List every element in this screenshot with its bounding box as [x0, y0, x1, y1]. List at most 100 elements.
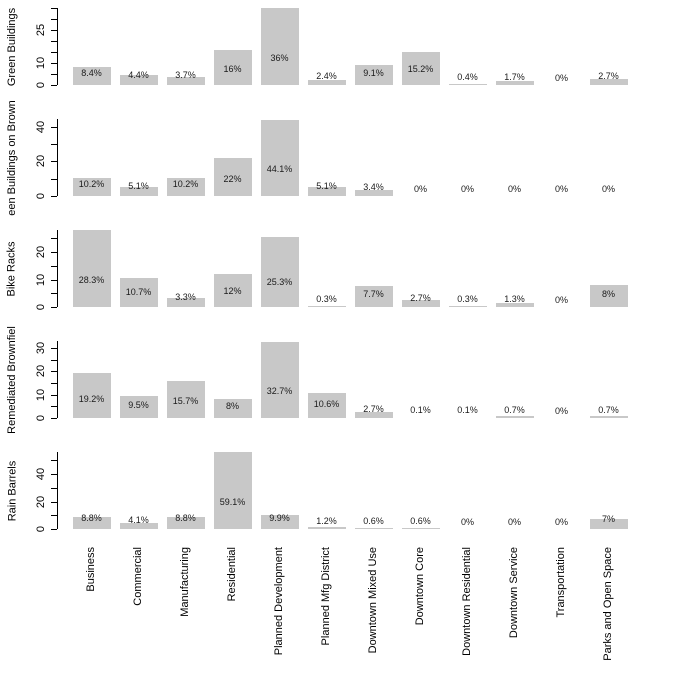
bar-value-label: 0.3%	[316, 294, 337, 305]
y-axis-tick	[51, 63, 57, 65]
bar	[72, 373, 111, 418]
bar-value-label: 10.2%	[172, 179, 199, 190]
x-category-label-text: Planned Mfg District	[320, 547, 332, 646]
bar	[307, 187, 346, 196]
bar	[307, 306, 346, 307]
bar-panel: 8.8% 4.1% 8.8% 59.1% 9.9% 1.2% 0.6% 0.6% 0% 0% 0% 7…	[0, 452, 679, 529]
panel-axis-layer: 0 20 40 Rain Barrels	[0, 452, 679, 532]
panel-axis-layer: 0 10 20 30 Remediated Brownfiel	[0, 326, 679, 433]
bar	[213, 157, 252, 196]
bar	[401, 51, 440, 85]
bar-value-label: 4.1%	[128, 515, 149, 526]
bar-value-label: 9.1%	[363, 67, 384, 78]
bar-value-label: 0%	[507, 183, 521, 194]
bar-value-label: 16%	[223, 63, 242, 74]
bar-value-label: 59.1%	[219, 497, 246, 508]
bar	[166, 178, 205, 196]
bar	[495, 81, 534, 85]
x-category-label-text: Manufacturing	[179, 547, 191, 617]
y-axis-tick	[51, 8, 57, 10]
bar-value-label: 19.2%	[78, 394, 105, 405]
bar-value-label: 2.7%	[410, 292, 431, 303]
bar	[260, 237, 299, 307]
bar-value-label: 10.7%	[125, 287, 152, 298]
bar-value-label: 9.9%	[269, 513, 290, 524]
bar	[354, 65, 393, 85]
bar-value-label: 8.8%	[81, 513, 102, 524]
bar	[589, 416, 628, 418]
bar	[448, 84, 487, 85]
y-axis-line	[57, 452, 58, 529]
bar	[495, 416, 534, 418]
bar-value-label: 2.4%	[316, 71, 337, 82]
bar	[307, 393, 346, 418]
bar	[213, 452, 252, 529]
bar-value-label: 0%	[554, 294, 568, 305]
bar	[166, 516, 205, 529]
bar	[260, 8, 299, 85]
bar	[260, 515, 299, 529]
bar-value-label: 28.3%	[78, 275, 105, 286]
x-category-label-text: Downtown Mixed Use	[367, 547, 379, 654]
bar	[166, 76, 205, 85]
x-category-label-text: Transportation	[555, 547, 567, 618]
y-axis-tick	[51, 474, 57, 475]
bar	[354, 190, 393, 196]
y-axis-tick	[51, 52, 57, 54]
bar-value-label: 4.4%	[128, 70, 149, 81]
bar-value-label: 3.3%	[175, 292, 196, 303]
y-axis-tick	[51, 406, 57, 408]
y-axis-tick	[51, 252, 57, 253]
bar	[448, 306, 487, 307]
bar-value-label: 22%	[223, 173, 242, 184]
bar-value-label: 8.4%	[81, 67, 102, 78]
bar-value-label: 0.6%	[363, 516, 384, 527]
panel-axis-layer: 0 20 40 een Buildings on Brown	[0, 100, 679, 215]
bar	[307, 79, 346, 85]
x-category-label: Business	[85, 543, 130, 592]
bar-value-label: 3.7%	[175, 70, 196, 81]
bar-value-label: 0.4%	[457, 72, 478, 83]
y-axis-tick	[51, 359, 57, 361]
y-axis-tick	[51, 126, 57, 128]
bar-value-label: 0%	[554, 405, 568, 416]
y-axis-tick	[51, 279, 57, 281]
bar	[260, 341, 299, 418]
bar-value-label: 15.7%	[172, 396, 199, 407]
bar-panel: 28.3% 10.7% 3.3% 12% 25.3% 0.3% 7.7% 2.7% 0.3% 1.…	[0, 230, 679, 307]
bar-value-label: 36%	[270, 53, 289, 64]
bar-value-label: 1.7%	[504, 71, 525, 82]
bar-value-label: 2.7%	[598, 71, 619, 82]
bar-value-label: 8%	[601, 289, 615, 299]
x-category-label-text: Downtown Service	[508, 547, 520, 639]
bar	[72, 66, 111, 85]
bar	[166, 381, 205, 418]
bar-panel: 8.4% 4.4% 3.7% 16% 36% 2.4% 9.1% 15.2% 0.4% 1.7% 0…	[0, 8, 679, 85]
bar	[119, 75, 158, 85]
x-category-label-text: Parks and Open Space	[602, 547, 614, 661]
bar-value-label: 0.1%	[457, 405, 478, 416]
y-axis-tick	[51, 487, 57, 489]
bar-panel: 10.2% 5.1% 10.2% 22% 44.1% 5.1% 3.4% 0% 0% 0% 0% 0%	[0, 119, 679, 196]
bar-value-label: 10.6%	[313, 399, 340, 410]
bar-value-label: 0.7%	[598, 405, 619, 416]
y-axis-tick	[51, 178, 57, 180]
y-axis-line	[57, 119, 58, 196]
bar-value-label: 9.5%	[128, 399, 149, 410]
y-axis-tick	[51, 348, 57, 349]
bar	[119, 187, 158, 196]
bar-value-label: 7.7%	[363, 289, 384, 300]
y-axis-tick	[51, 161, 57, 163]
bar	[213, 399, 252, 418]
bar-value-label: 0%	[460, 516, 474, 527]
bar-value-label: 0%	[601, 183, 615, 194]
bar	[119, 277, 158, 307]
x-category-label-text: Commercial	[132, 547, 144, 606]
bar-value-label: 0.3%	[457, 294, 478, 305]
x-category-label: Parks and Open Space	[602, 543, 679, 661]
bar	[354, 528, 393, 529]
bar	[119, 523, 158, 529]
bar	[72, 516, 111, 529]
bar-value-label: 1.2%	[316, 516, 337, 527]
